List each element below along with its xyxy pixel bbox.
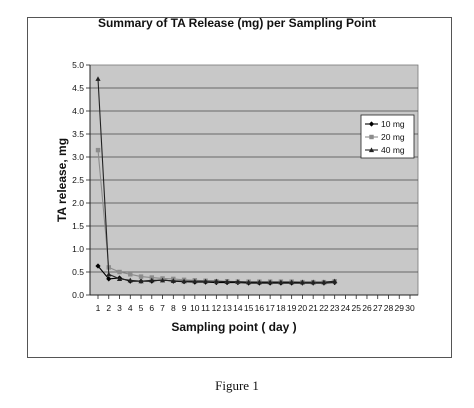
data-point-40-mg xyxy=(95,76,101,81)
x-tick-label: 24 xyxy=(341,303,351,313)
data-point-40-mg xyxy=(267,279,273,285)
x-tick-label: 13 xyxy=(222,303,232,313)
data-point-20-mg xyxy=(149,275,155,280)
x-tick-label: 17 xyxy=(265,303,275,313)
data-point-40-mg xyxy=(127,277,133,283)
x-tick-label: 3 xyxy=(117,303,122,313)
x-tick-label: 18 xyxy=(276,303,286,313)
y-tick-label: 3.0 xyxy=(72,152,84,162)
x-tick-label: 28 xyxy=(384,303,394,313)
data-point-20-mg xyxy=(117,269,122,275)
data-point-40-mg xyxy=(289,279,295,285)
data-point-40-mg xyxy=(278,279,284,285)
x-tick-label: 26 xyxy=(362,303,372,313)
data-point-20-mg xyxy=(128,272,133,277)
x-axis-title: Sampling point ( day ) xyxy=(171,320,296,334)
x-tick-label: 30 xyxy=(405,303,415,313)
x-tick-label: 10 xyxy=(190,303,200,313)
data-point-40-mg xyxy=(116,276,123,281)
data-point-40-mg xyxy=(256,279,262,285)
x-tick-label: 21 xyxy=(308,303,318,313)
data-point-40-mg xyxy=(310,279,316,285)
y-tick-label: 5.0 xyxy=(72,60,84,70)
x-tick-label: 8 xyxy=(171,303,176,313)
data-point-20-mg xyxy=(95,147,101,153)
x-tick-label: 15 xyxy=(244,303,254,313)
legend-label: 20 mg xyxy=(381,132,405,142)
legend-label: 10 mg xyxy=(381,119,405,129)
data-point-10-mg xyxy=(106,276,112,282)
legend-marker-20-mg xyxy=(369,134,374,140)
y-tick-label: 0.5 xyxy=(72,267,84,277)
data-point-20-mg xyxy=(138,274,144,279)
data-point-40-mg xyxy=(181,278,187,284)
y-tick-label: 0.0 xyxy=(72,290,84,300)
y-tick-label: 4.0 xyxy=(72,106,84,116)
legend-marker-10-mg xyxy=(368,121,375,127)
x-tick-label: 22 xyxy=(319,303,329,313)
y-tick-label: 1.0 xyxy=(72,244,84,254)
legend-label: 40 mg xyxy=(381,145,405,155)
data-point-40-mg xyxy=(202,278,209,284)
x-tick-label: 2 xyxy=(106,303,111,313)
data-point-40-mg xyxy=(332,278,338,284)
chart-title: Summary of TA Release (mg) per Sampling … xyxy=(97,16,377,30)
x-tick-label: 16 xyxy=(255,303,265,313)
data-point-40-mg xyxy=(246,279,252,285)
data-point-40-mg xyxy=(159,277,166,283)
figure-caption: Figure 1 xyxy=(215,378,259,393)
legend-marker-40-mg xyxy=(368,147,375,153)
y-tick-label: 4.5 xyxy=(72,83,84,93)
x-tick-label: 6 xyxy=(149,303,154,313)
data-point-40-mg xyxy=(299,279,306,285)
x-tick-label: 20 xyxy=(298,303,308,313)
x-tick-label: 27 xyxy=(373,303,383,313)
data-point-40-mg xyxy=(149,277,155,283)
x-tick-label: 29 xyxy=(395,303,405,313)
data-point-40-mg xyxy=(224,279,230,284)
x-tick-label: 4 xyxy=(128,303,133,313)
x-tick-label: 23 xyxy=(330,303,340,313)
data-point-40-mg xyxy=(213,278,219,284)
data-point-10-mg xyxy=(95,263,101,269)
data-point-40-mg xyxy=(138,278,144,284)
x-tick-label: 7 xyxy=(160,303,165,313)
x-tick-label: 5 xyxy=(139,303,144,313)
y-tick-label: 3.5 xyxy=(72,129,84,139)
x-tick-label: 12 xyxy=(212,303,222,313)
y-tick-label: 2.0 xyxy=(72,198,84,208)
y-tick-label: 1.5 xyxy=(72,221,84,231)
x-tick-label: 9 xyxy=(182,303,187,313)
x-tick-label: 14 xyxy=(233,303,243,313)
x-tick-label: 19 xyxy=(287,303,297,313)
data-point-40-mg xyxy=(235,279,241,284)
y-tick-label: 2.5 xyxy=(72,175,84,185)
x-tick-label: 11 xyxy=(201,303,210,313)
y-axis-title: TA release, mg xyxy=(55,138,69,222)
data-point-40-mg xyxy=(170,278,176,283)
x-tick-label: 25 xyxy=(351,303,361,313)
data-point-40-mg xyxy=(106,271,112,277)
data-point-40-mg xyxy=(321,279,327,285)
x-tick-label: 1 xyxy=(96,303,101,313)
data-point-40-mg xyxy=(192,278,198,284)
